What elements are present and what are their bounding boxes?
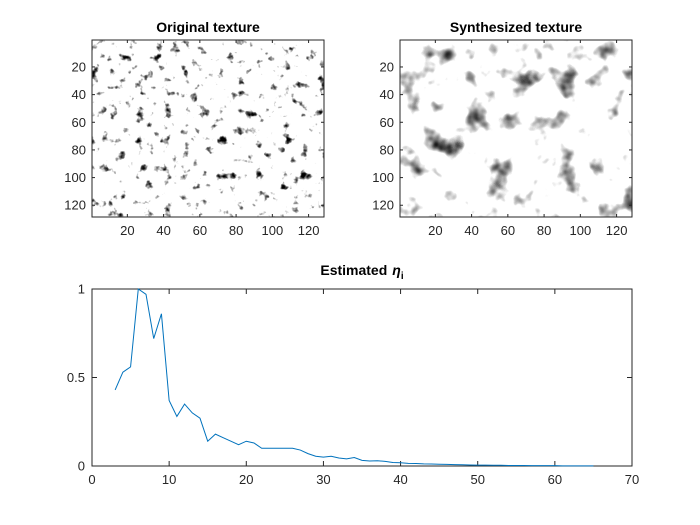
x-tick-label: 60	[501, 223, 515, 238]
x-tick-label: 20	[428, 223, 442, 238]
x-tick-label: 20	[120, 223, 134, 238]
x-tick-label: 60	[548, 472, 562, 487]
y-tick-label: 40	[380, 87, 394, 102]
y-tick-label: 80	[380, 142, 394, 157]
y-tick-label: 60	[72, 115, 86, 130]
y-tick-label: 120	[64, 198, 86, 213]
y-tick-label: 40	[72, 87, 86, 102]
y-tick-label: 120	[372, 198, 394, 213]
x-tick-label: 70	[625, 472, 639, 487]
x-tick-label: 60	[193, 223, 207, 238]
x-tick-label: 40	[393, 472, 407, 487]
x-tick-label: 80	[537, 223, 551, 238]
y-tick-label: 20	[380, 59, 394, 74]
original-texture-image	[92, 40, 324, 217]
x-tick-label: 0	[88, 472, 95, 487]
original-texture-ticks: 20 40 60 80 100 120 20 40 60 80 100 120	[64, 40, 324, 238]
x-tick-label: 120	[606, 223, 628, 238]
x-tick-label: 10	[162, 472, 176, 487]
eta-series-line	[114, 288, 594, 467]
x-tick-label: 20	[239, 472, 253, 487]
x-tick-label: 50	[470, 472, 484, 487]
y-tick-label: 0	[78, 459, 85, 474]
synthesized-texture-axes	[399, 39, 633, 218]
original-texture-title: Original texture	[156, 19, 260, 35]
y-tick-label: 100	[64, 170, 86, 185]
original-texture-panel: Original texture 20 40 60 80 100 120 20 40 60 80 1…	[64, 19, 325, 238]
synthesized-texture-ticks: 20 40 60 80 100 120 20 40 60 80 100 120	[372, 40, 632, 238]
eta-plot-axes	[91, 288, 633, 467]
x-tick-label: 30	[316, 472, 330, 487]
x-tick-label: 80	[229, 223, 243, 238]
eta-title-subscript: i	[401, 271, 404, 282]
x-tick-label: 100	[261, 223, 283, 238]
synthesized-texture-title: Synthesized texture	[450, 19, 582, 35]
eta-title-text: Estimated	[320, 262, 387, 278]
x-tick-label: 100	[569, 223, 591, 238]
synthesized-texture-image	[400, 40, 632, 217]
x-tick-label: 40	[156, 223, 170, 238]
y-tick-label: 0.5	[67, 370, 85, 385]
y-tick-label: 60	[380, 115, 394, 130]
synthesized-texture-panel: Synthesized texture 20 40 60 80 100 120 20 40 60…	[372, 19, 633, 238]
x-tick-label: 40	[464, 223, 478, 238]
eta-plot-title: Estimated ηi	[320, 262, 403, 282]
eta-plot-ticks: 0 10 20 30 40 50 60 70 0 0.5 1	[67, 282, 639, 488]
y-tick-label: 20	[72, 59, 86, 74]
y-tick-label: 1	[78, 282, 85, 297]
eta-title-symbol: η	[392, 262, 401, 278]
y-tick-label: 80	[72, 142, 86, 157]
eta-line-panel: Estimated ηi 0 10 20 30 40 50 60 70 0 0.5 1	[67, 262, 639, 487]
x-tick-label: 120	[298, 223, 320, 238]
original-texture-axes	[91, 39, 325, 218]
y-tick-label: 100	[372, 170, 394, 185]
